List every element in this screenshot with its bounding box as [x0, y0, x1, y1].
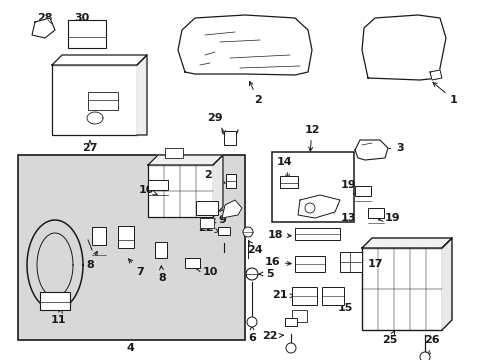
Text: 16: 16: [264, 257, 290, 267]
Circle shape: [285, 343, 295, 353]
Text: 8: 8: [86, 251, 97, 270]
Polygon shape: [32, 18, 55, 38]
Bar: [367, 208, 383, 218]
Circle shape: [245, 268, 258, 280]
Text: 22: 22: [262, 331, 283, 341]
Text: 19: 19: [378, 213, 399, 223]
Text: 27: 27: [82, 140, 98, 153]
Bar: [92, 227, 106, 245]
Bar: [196, 201, 218, 215]
Bar: [218, 227, 229, 235]
Text: 23: 23: [204, 170, 224, 183]
Text: 7: 7: [128, 259, 143, 277]
Text: 21: 21: [272, 290, 293, 300]
Polygon shape: [354, 140, 387, 160]
Circle shape: [243, 227, 252, 237]
Polygon shape: [213, 155, 223, 217]
Bar: [291, 310, 306, 322]
Text: 15: 15: [333, 301, 352, 313]
Bar: [68, 20, 106, 48]
Bar: [118, 226, 134, 248]
Text: 10: 10: [196, 267, 217, 277]
Text: 22: 22: [198, 223, 219, 233]
Bar: [291, 287, 316, 305]
Polygon shape: [361, 238, 451, 248]
Text: 4: 4: [126, 343, 134, 353]
Circle shape: [246, 317, 257, 327]
Polygon shape: [222, 200, 242, 218]
Text: 5: 5: [259, 269, 273, 279]
Text: 24: 24: [246, 241, 262, 255]
Text: 2: 2: [249, 81, 262, 105]
Text: 28: 28: [37, 13, 53, 29]
Bar: [40, 292, 70, 310]
Bar: [148, 165, 213, 217]
Text: 13: 13: [331, 210, 355, 223]
Text: 18: 18: [267, 230, 290, 240]
Polygon shape: [429, 70, 441, 80]
Text: 25: 25: [382, 331, 397, 345]
Text: 17: 17: [358, 259, 382, 269]
Polygon shape: [137, 55, 147, 135]
Text: 10: 10: [138, 185, 157, 195]
Text: 30: 30: [74, 13, 89, 36]
Circle shape: [305, 203, 314, 213]
Bar: [271, 152, 353, 222]
Polygon shape: [178, 15, 311, 75]
Bar: [361, 248, 441, 330]
Bar: [164, 148, 183, 158]
Polygon shape: [297, 195, 339, 218]
Bar: [224, 131, 236, 145]
Text: 26: 26: [423, 335, 439, 356]
Text: 1: 1: [432, 82, 457, 105]
Polygon shape: [441, 238, 451, 330]
Text: 20: 20: [202, 203, 224, 213]
Text: 29: 29: [207, 113, 225, 135]
Polygon shape: [148, 155, 223, 165]
Polygon shape: [361, 15, 445, 80]
Text: 8: 8: [158, 266, 165, 283]
Circle shape: [419, 352, 429, 360]
Bar: [155, 242, 167, 258]
Bar: [184, 258, 200, 268]
Text: 14: 14: [277, 157, 292, 178]
Text: 12: 12: [304, 125, 319, 151]
Bar: [52, 65, 137, 135]
Polygon shape: [52, 55, 147, 65]
Bar: [88, 92, 118, 110]
Bar: [18, 155, 244, 340]
Bar: [294, 228, 339, 240]
Bar: [321, 287, 343, 305]
Text: 9: 9: [211, 215, 225, 225]
Bar: [294, 256, 325, 272]
Bar: [225, 174, 236, 188]
Text: 19: 19: [340, 180, 357, 195]
Bar: [280, 176, 297, 188]
Bar: [200, 218, 214, 228]
Bar: [148, 180, 168, 190]
Text: 6: 6: [247, 326, 255, 343]
Bar: [354, 186, 370, 196]
Bar: [285, 318, 296, 326]
Text: 11: 11: [50, 309, 65, 325]
Text: 3: 3: [361, 143, 403, 153]
Bar: [339, 252, 361, 272]
